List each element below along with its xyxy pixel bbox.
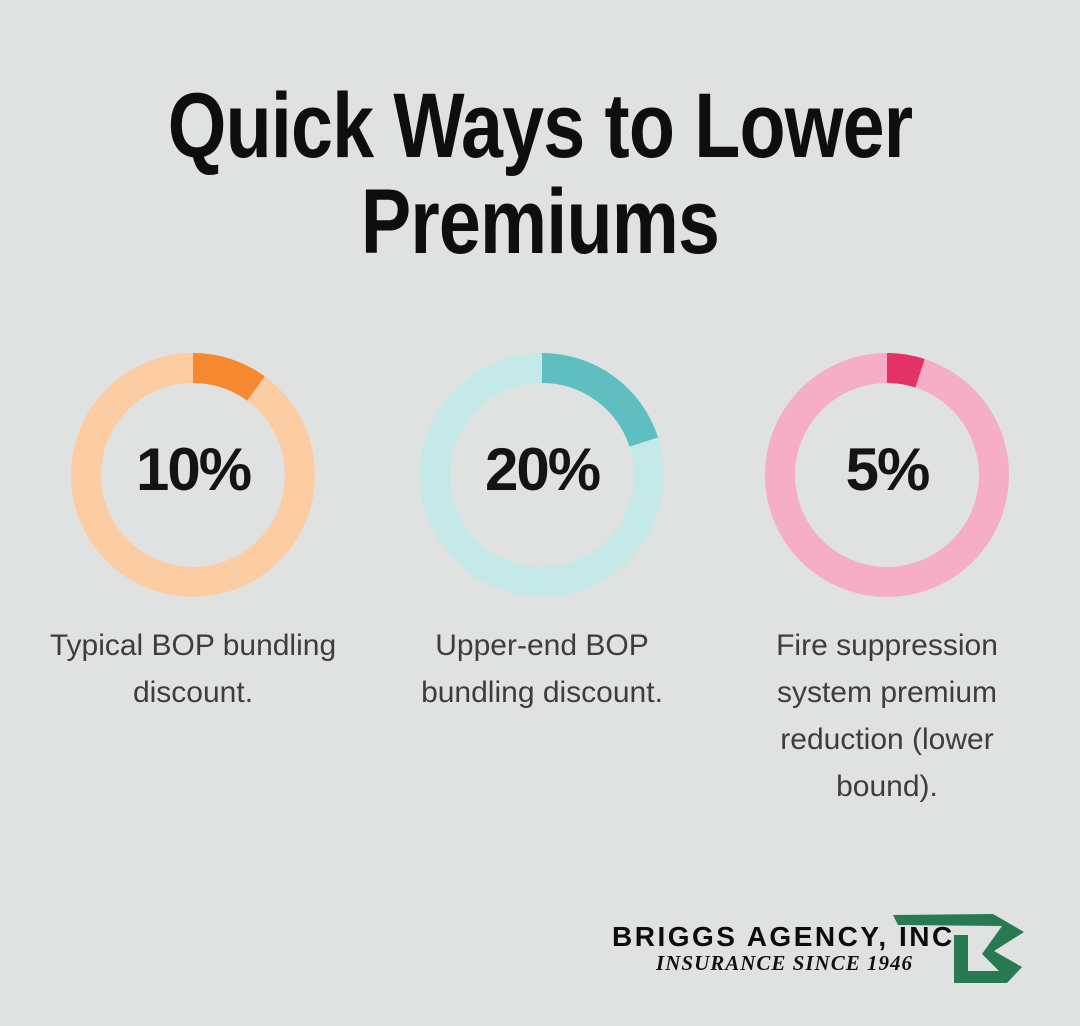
donut-segment: [420, 353, 664, 597]
page-title: Quick Ways to Lower Premiums: [167, 75, 913, 273]
percent-label-2: 20%: [484, 435, 601, 503]
brand-name: BRIGGS AGENCY, INC.: [612, 921, 965, 952]
chart-caption-1: Typical BOP bundling discount.: [49, 629, 337, 709]
percent-label-3: 5%: [845, 435, 931, 503]
donut-segment: [71, 353, 315, 597]
chart-caption-2: Upper-end BOP bundling discount.: [421, 629, 663, 709]
donut-chart-2: 20%: [417, 350, 667, 600]
percent-label-1: 10%: [135, 435, 252, 503]
chart-caption-3: Fire suppression system premium reductio…: [776, 629, 998, 803]
briggs-logo-icon: [893, 914, 1024, 983]
donut-segment: [765, 353, 1009, 597]
donut-ring-icon: [420, 353, 664, 597]
donut-chart-3: 5%: [762, 350, 1012, 600]
donut-ring-icon: [765, 353, 1009, 597]
donut-chart-1: 10%: [68, 350, 318, 600]
donut-ring-icon: [71, 353, 315, 597]
brand-tagline: INSURANCE SINCE 1946: [656, 951, 913, 975]
